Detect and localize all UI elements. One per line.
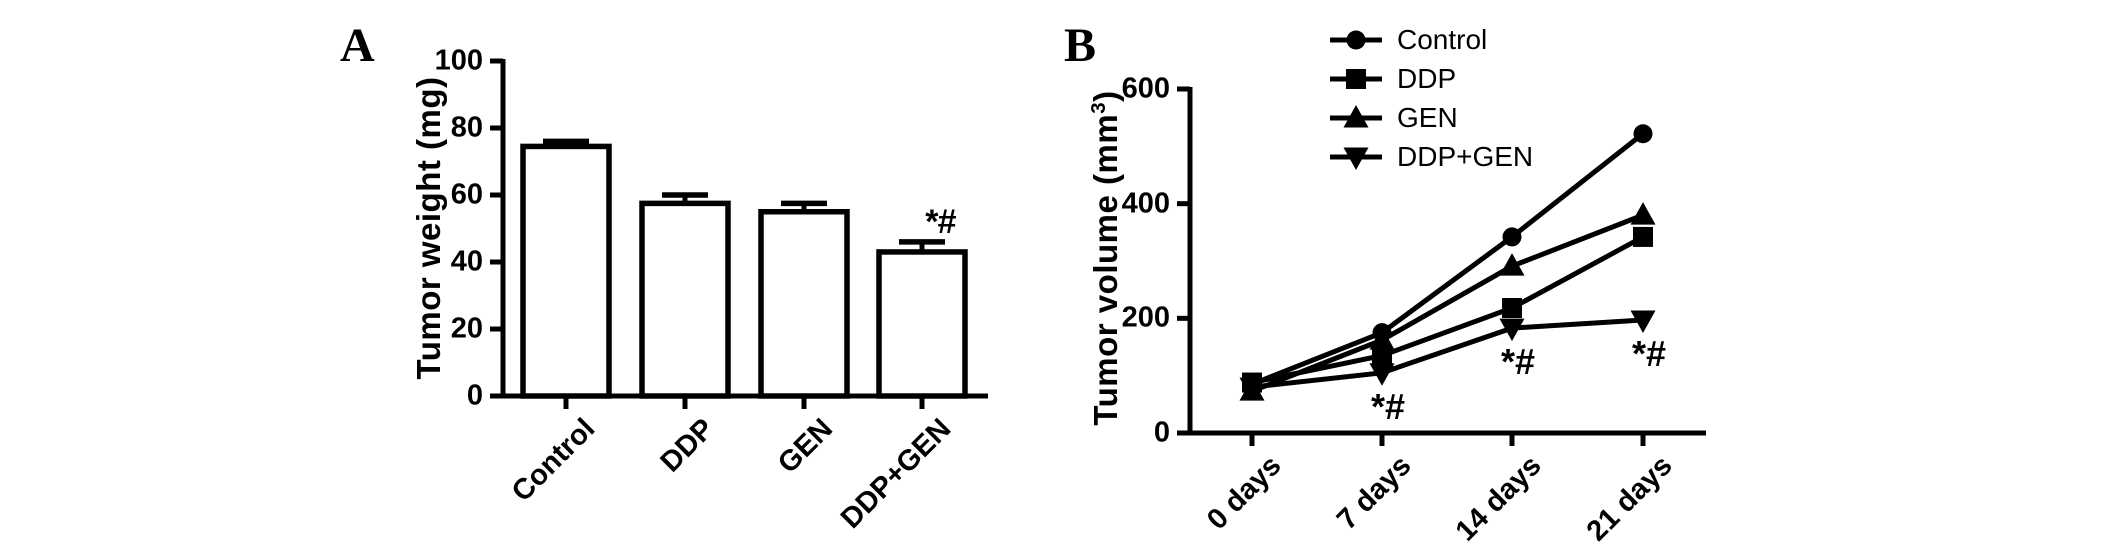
legend-label: GEN	[1397, 102, 1458, 133]
legend-marker-triangle-up-icon	[1330, 105, 1382, 128]
legend-label: DDP	[1397, 63, 1457, 94]
y-tick-label: 80	[450, 111, 483, 144]
marker-circle	[1633, 124, 1653, 144]
marker-triangle-up	[1499, 253, 1525, 276]
marker-square	[1242, 372, 1262, 393]
marker-square	[1502, 298, 1522, 319]
legend-label: Control	[1397, 24, 1488, 55]
panel-a-y-axis-title: Tumor weight (mg)	[410, 76, 447, 380]
marker-triangle-up	[1343, 105, 1369, 128]
y-axis-title-text: Tumor volume (mm	[1087, 113, 1124, 426]
marker-triangle-down	[1369, 363, 1395, 386]
significance-annotation: *#	[1500, 341, 1536, 383]
y-tick-label: 100	[434, 44, 483, 77]
marker-triangle-down	[1630, 310, 1656, 334]
marker-triangle-up	[1630, 202, 1656, 225]
marker-square	[1346, 69, 1366, 89]
panel-b-label: B	[1064, 19, 1097, 72]
legend-item-GEN: GEN	[1328, 102, 1458, 134]
y-axis-title-superscript: 3	[1087, 101, 1110, 114]
marker-square	[1372, 345, 1392, 366]
y-tick-label: 200	[1121, 301, 1170, 334]
legend-label: DDP+GEN	[1397, 141, 1534, 172]
legend-item-Control: Control	[1328, 24, 1487, 56]
panel-b-y-axis-title: Tumor volume (mm3)	[1087, 90, 1125, 425]
significance-annotation: *#	[1631, 333, 1667, 375]
y-tick-label: 0	[466, 379, 483, 412]
panel-a-label: A	[340, 19, 375, 72]
significance-annotation: *#	[923, 202, 957, 241]
marker-square	[1633, 226, 1653, 247]
series-line-DDP+GEN	[1251, 317, 1644, 390]
legend-marker-square-icon	[1330, 69, 1382, 89]
legend-marker-circle-icon	[1330, 30, 1382, 50]
y-tick-label: 0	[1153, 416, 1170, 449]
y-tick-label: 600	[1121, 72, 1170, 105]
marker-circle	[1502, 227, 1522, 247]
y-tick-label: 20	[450, 312, 483, 345]
series-line-Control	[1251, 131, 1645, 387]
y-tick-label: 400	[1121, 187, 1170, 220]
y-axis-title-text: )	[1087, 90, 1124, 102]
significance-annotation: *#	[1370, 385, 1406, 427]
legend-marker-triangle-down-icon	[1330, 147, 1382, 170]
legend-item-DDP: DDP	[1328, 63, 1456, 95]
series-line-DDP	[1251, 234, 1645, 385]
y-tick-label: 40	[450, 245, 483, 278]
marker-circle	[1346, 30, 1366, 50]
y-tick-label: 60	[450, 178, 483, 211]
marker-triangle-down	[1499, 318, 1525, 342]
series-line-GEN	[1251, 212, 1644, 394]
legend-item-DDP+GEN: DDP+GEN	[1328, 141, 1533, 173]
marker-circle	[1372, 323, 1392, 343]
marker-triangle-down	[1343, 147, 1369, 170]
